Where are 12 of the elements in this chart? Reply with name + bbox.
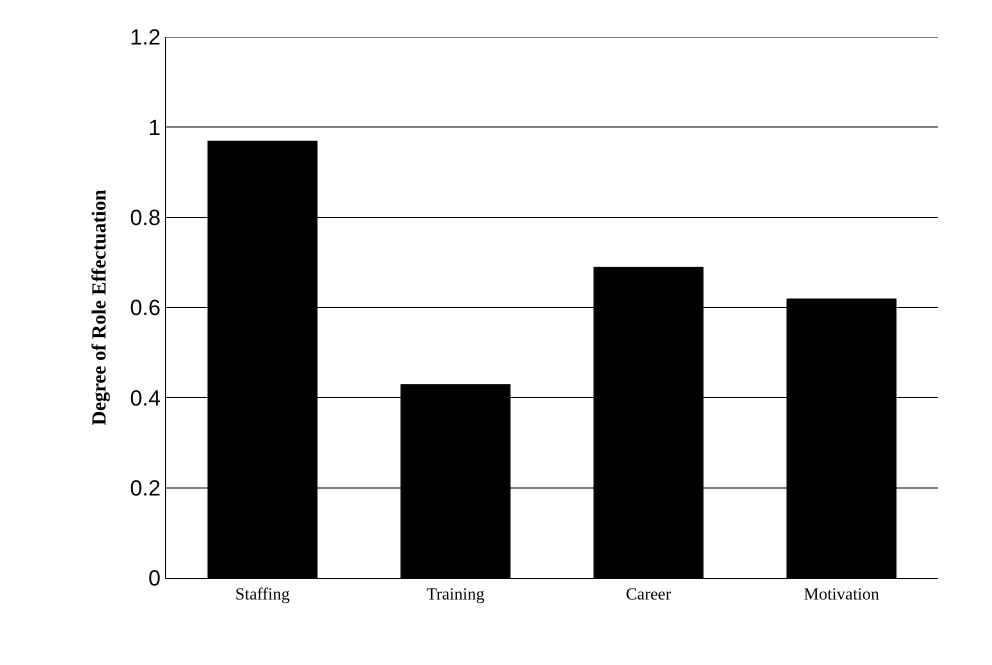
- y-tick-label: 0.6: [130, 295, 161, 320]
- y-tick-label: 1: [148, 114, 161, 140]
- y-axis-title: Degree of Role Effectuation: [88, 190, 111, 426]
- x-tick-label: Staffing: [235, 584, 290, 604]
- x-tick-label: Motivation: [804, 584, 880, 604]
- y-tick-label: 0.4: [130, 385, 161, 410]
- y-tick-label: 0.8: [130, 205, 161, 230]
- x-tick-label: Training: [426, 584, 485, 604]
- y-tick-label: 1.2: [130, 24, 161, 50]
- y-tick-label: 0: [148, 566, 161, 591]
- x-tick-label: Career: [626, 584, 672, 604]
- y-tick-label: 0.2: [130, 476, 161, 501]
